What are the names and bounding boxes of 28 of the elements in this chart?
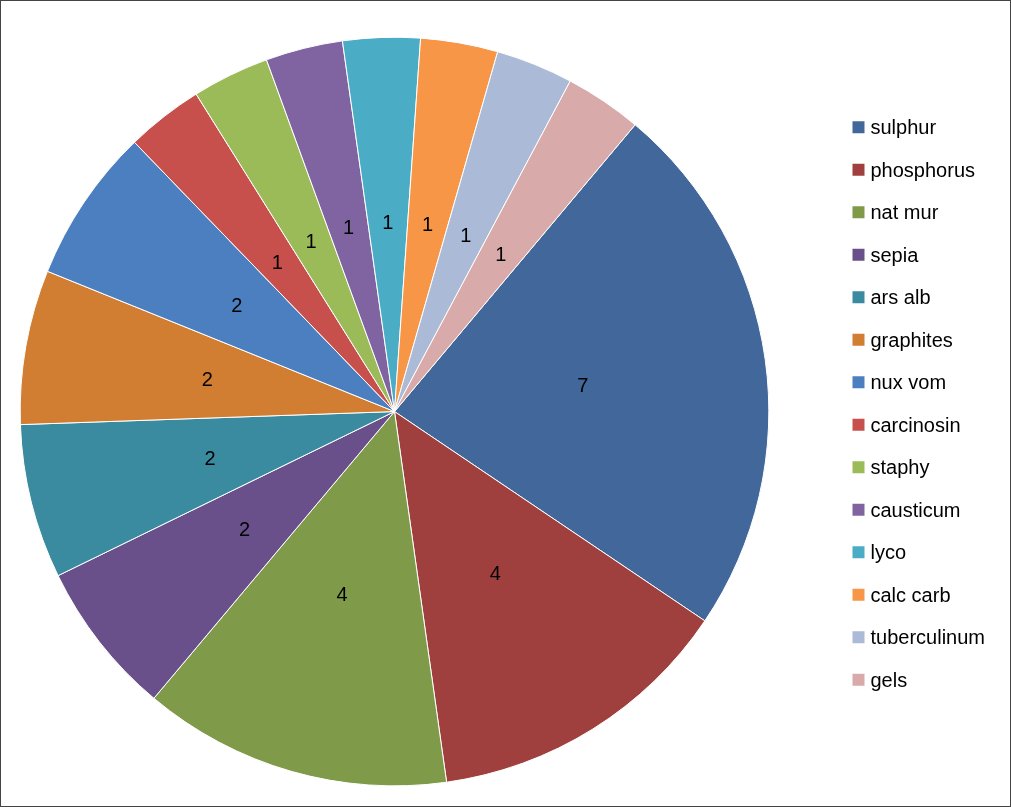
data-label: 1	[305, 229, 317, 252]
data-label: 2	[231, 294, 243, 317]
data-label: 1	[382, 210, 394, 233]
legend-label: causticum	[870, 498, 961, 521]
data-label: 4	[336, 583, 348, 606]
data-label: 1	[421, 213, 434, 236]
legend-label: nux vom	[870, 371, 947, 394]
data-label: 2	[239, 517, 251, 540]
data-label: 1	[342, 216, 355, 239]
data-label: 2	[201, 367, 213, 390]
legend-label: phosphorus	[870, 158, 976, 181]
legend-label: carcinosin	[870, 413, 961, 436]
legend-label: staphy	[870, 456, 930, 479]
legend-label: calc carb	[870, 583, 951, 606]
legend-label: graphites	[870, 328, 953, 351]
legend-label: ars alb	[870, 286, 931, 309]
data-label: 1	[495, 242, 507, 265]
legend-label: sulphur	[870, 116, 937, 139]
legend-label: nat mur	[870, 201, 939, 224]
legend-label: tuberculinum	[870, 626, 986, 649]
legend-label: lyco	[870, 541, 907, 564]
data-label: 7	[577, 374, 589, 397]
legend-label: gels	[870, 668, 908, 691]
legend-label: sepia	[870, 243, 920, 266]
data-label: 4	[489, 561, 501, 584]
data-label: 1	[271, 250, 283, 273]
data-label: 1	[460, 224, 472, 247]
data-label: 2	[204, 446, 216, 469]
